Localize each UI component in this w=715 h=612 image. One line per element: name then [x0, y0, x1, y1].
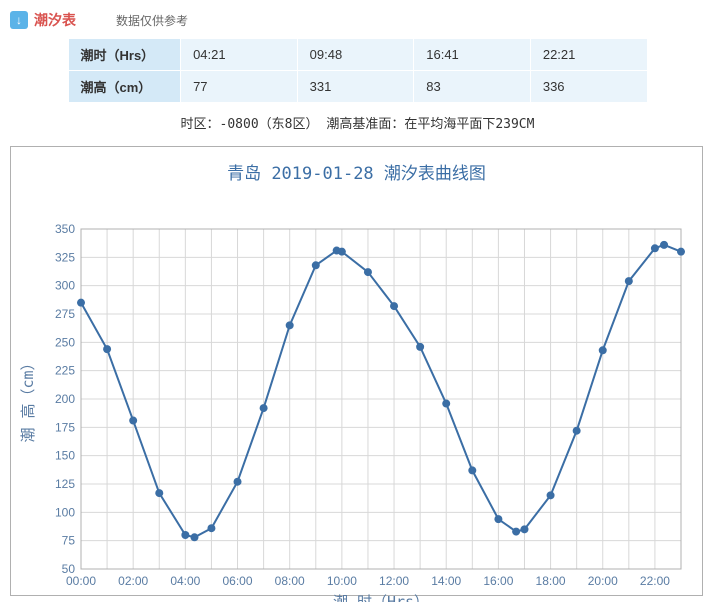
svg-text:20:00: 20:00 [588, 574, 618, 588]
time-cell: 22:21 [530, 39, 647, 71]
svg-text:300: 300 [55, 279, 75, 293]
svg-text:75: 75 [62, 534, 76, 548]
svg-text:18:00: 18:00 [536, 574, 566, 588]
svg-text:175: 175 [55, 420, 75, 434]
svg-text:00:00: 00:00 [66, 574, 96, 588]
height-cell: 331 [297, 71, 414, 103]
chart-title: 青岛 2019-01-28 潮汐表曲线图 [11, 147, 702, 184]
row-header-height: 潮高（cm） [68, 71, 181, 103]
tide-chart: 青岛 2019-01-28 潮汐表曲线图 5075100125150175200… [10, 146, 703, 596]
reference-caption: 时区：-0800（东8区） 潮高基准面：在平均海平面下239CM [10, 113, 705, 132]
tide-table: 潮时（Hrs） 04:21 09:48 16:41 22:21 潮高（cm） 7… [68, 38, 648, 103]
chart-svg: 507510012515017520022525027530032535000:… [11, 184, 702, 602]
svg-text:潮 高（cm）: 潮 高（cm） [19, 355, 37, 442]
svg-text:16:00: 16:00 [483, 574, 513, 588]
svg-text:100: 100 [55, 505, 75, 519]
svg-text:12:00: 12:00 [379, 574, 409, 588]
table-row-time: 潮时（Hrs） 04:21 09:48 16:41 22:21 [68, 39, 647, 71]
svg-text:325: 325 [55, 250, 75, 264]
svg-text:06:00: 06:00 [223, 574, 253, 588]
time-cell: 16:41 [414, 39, 531, 71]
svg-text:350: 350 [55, 222, 75, 236]
svg-text:14:00: 14:00 [431, 574, 461, 588]
data-note: 数据仅供参考 [116, 12, 188, 29]
section-title: 潮汐表 [34, 10, 76, 30]
svg-text:02:00: 02:00 [118, 574, 148, 588]
svg-text:250: 250 [55, 335, 75, 349]
row-header-time: 潮时（Hrs） [68, 39, 181, 71]
time-cell: 04:21 [181, 39, 298, 71]
svg-text:04:00: 04:00 [170, 574, 200, 588]
svg-text:125: 125 [55, 477, 75, 491]
height-cell: 77 [181, 71, 298, 103]
svg-text:275: 275 [55, 307, 75, 321]
time-cell: 09:48 [297, 39, 414, 71]
svg-text:22:00: 22:00 [640, 574, 670, 588]
height-cell: 83 [414, 71, 531, 103]
svg-text:10:00: 10:00 [327, 574, 357, 588]
svg-text:08:00: 08:00 [275, 574, 305, 588]
height-cell: 336 [530, 71, 647, 103]
svg-text:150: 150 [55, 449, 75, 463]
svg-text:200: 200 [55, 392, 75, 406]
tide-icon: ↓ [10, 11, 28, 29]
svg-text:潮 时（Hrs）: 潮 时（Hrs） [333, 593, 429, 602]
svg-text:225: 225 [55, 364, 75, 378]
table-row-height: 潮高（cm） 77 331 83 336 [68, 71, 647, 103]
